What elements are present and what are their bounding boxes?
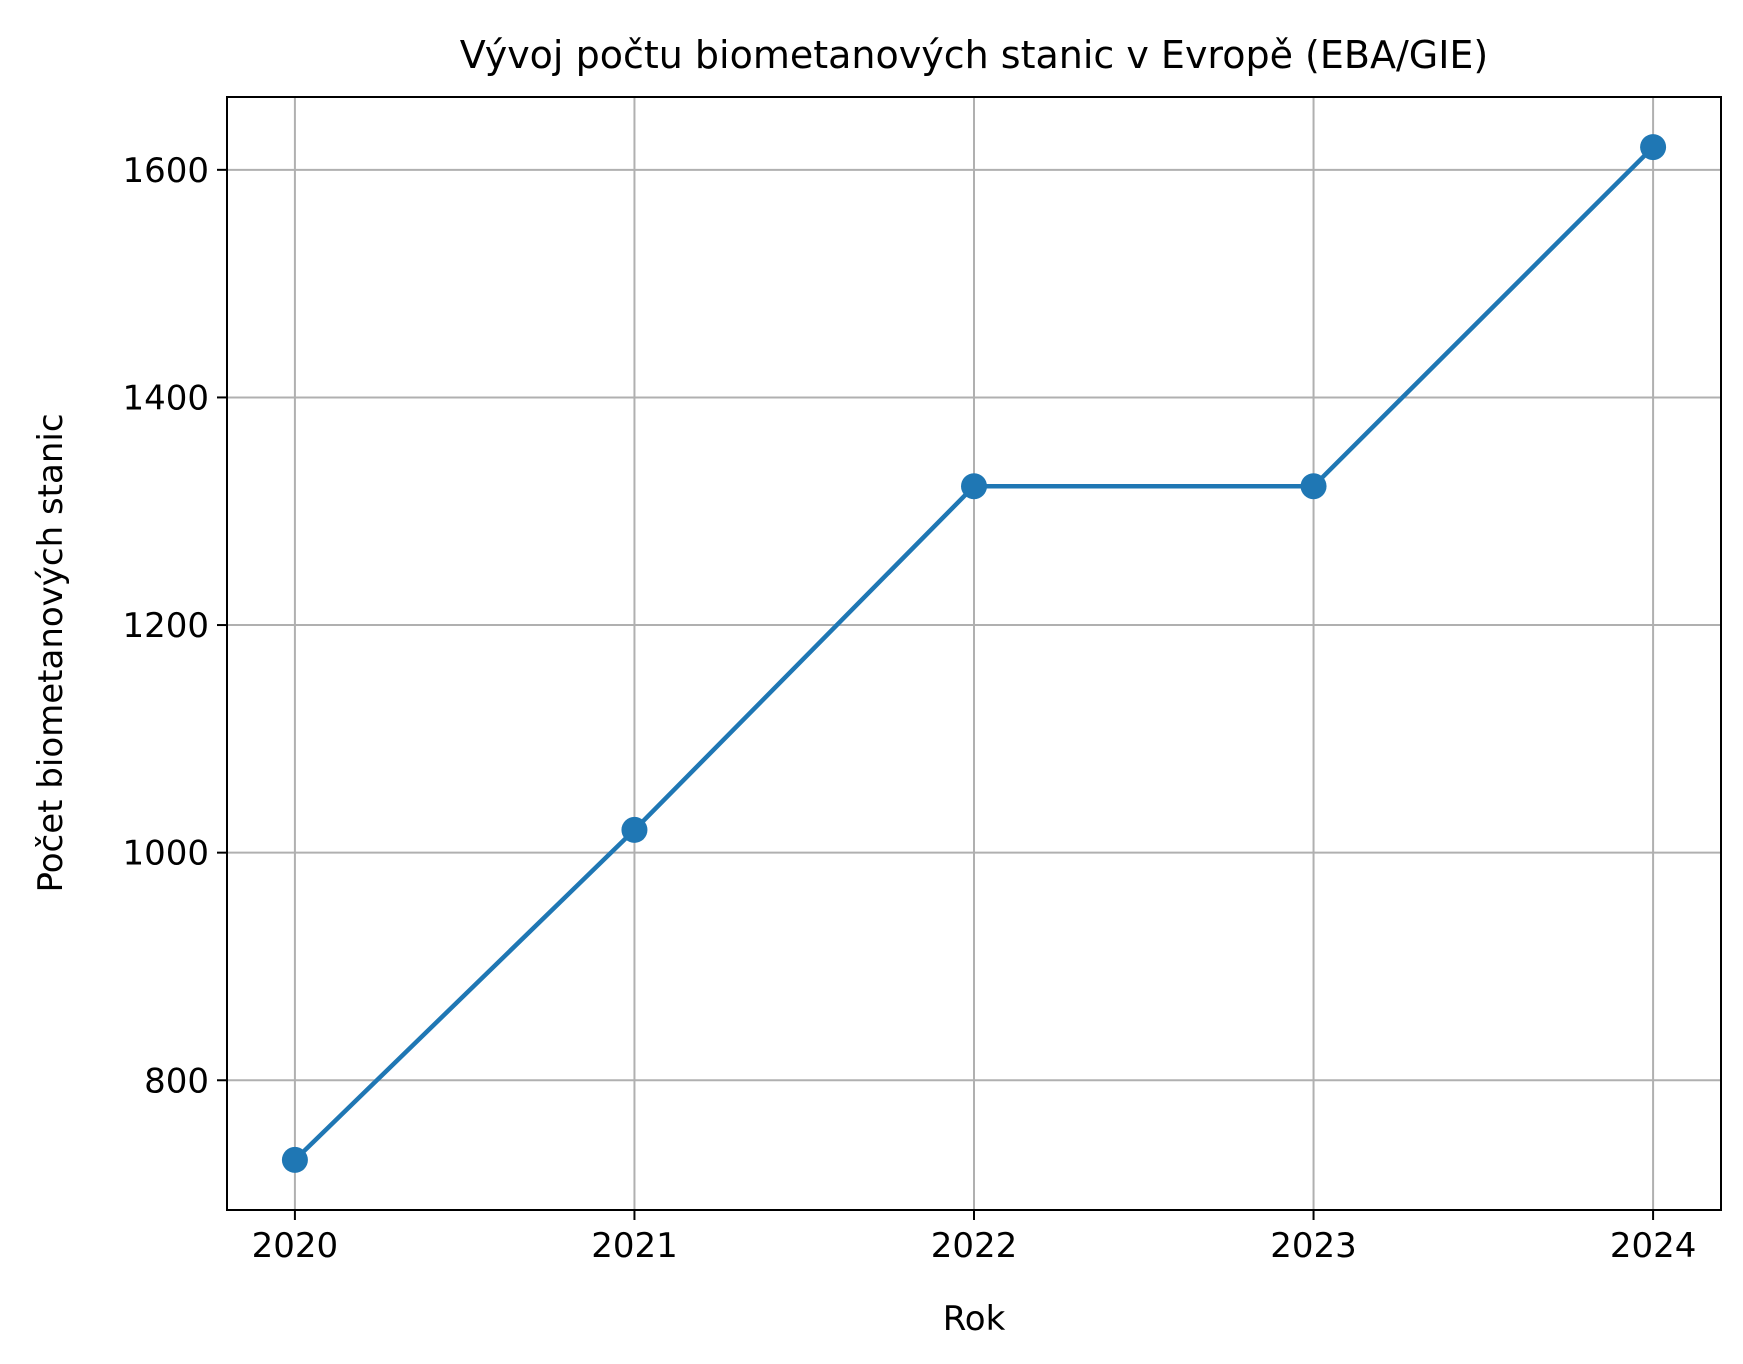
x-tick-label: 2022: [931, 1226, 1018, 1266]
y-tick-label: 1400: [122, 378, 209, 418]
grid: [227, 97, 1721, 1210]
y-tick-label: 1600: [122, 151, 209, 191]
x-tick-label: 2024: [1610, 1226, 1697, 1266]
x-axis-label: Rok: [943, 1299, 1006, 1339]
series: [281, 134, 1667, 1173]
x-tick-label: 2021: [591, 1226, 678, 1266]
y-tick-label: 1000: [122, 834, 209, 874]
data-point-2024: [1640, 134, 1667, 161]
x-tick-label: 2020: [252, 1226, 339, 1266]
data-point-2021: [621, 816, 648, 843]
data-point-2023: [1300, 473, 1327, 500]
data-point-2022: [961, 473, 987, 500]
y-tick-label: 800: [144, 1061, 209, 1101]
data-point-2020: [281, 1146, 308, 1173]
chart-title: Vývoj počtu biometanových stanic v Evrop…: [460, 33, 1489, 77]
ticks: 2020 2021 2022 2023 2024 800 1000 1200 1400 1600: [122, 151, 1696, 1266]
x-tick-label: 2023: [1270, 1226, 1357, 1266]
y-tick-label: 1200: [122, 606, 209, 646]
y-axis-label: Počet biometanových stanic: [31, 413, 71, 892]
